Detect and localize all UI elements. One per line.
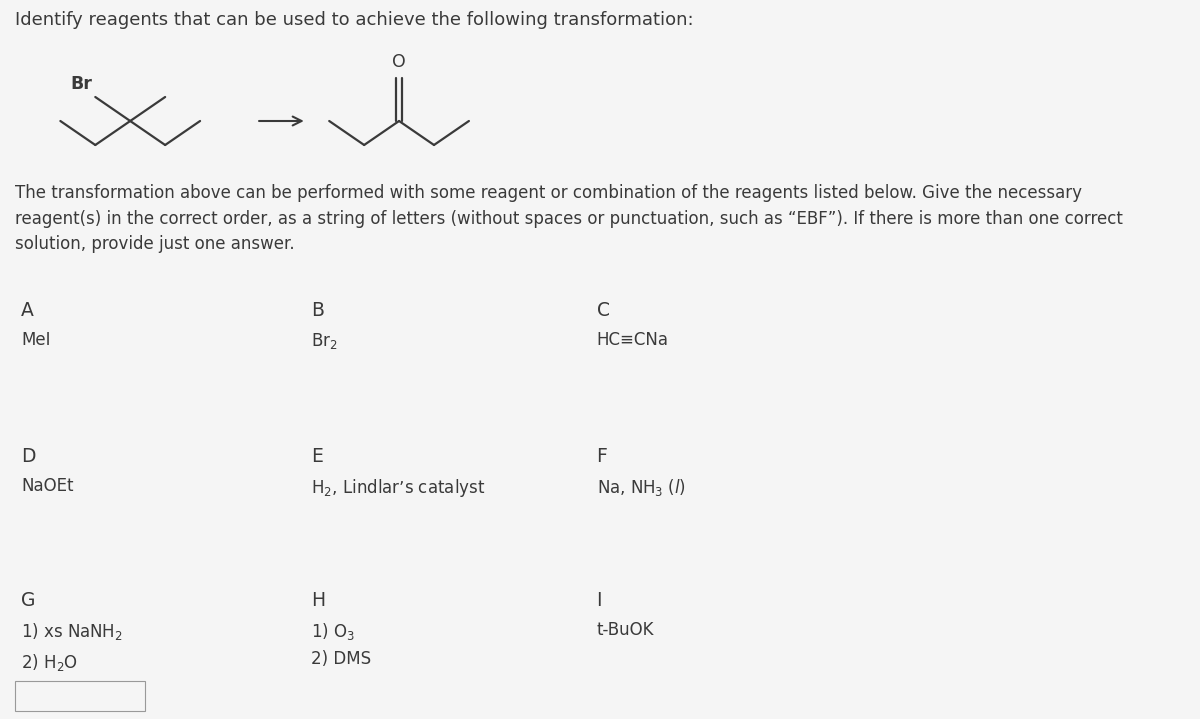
Text: The transformation above can be performed with some reagent or combination of th: The transformation above can be performe… [16, 184, 1123, 253]
Text: t-BuOK: t-BuOK [596, 621, 654, 639]
Text: NaOEt: NaOEt [22, 477, 73, 495]
Text: Br: Br [70, 75, 92, 93]
Text: A: A [22, 301, 34, 320]
FancyBboxPatch shape [16, 681, 145, 711]
Text: H: H [311, 591, 325, 610]
Text: Identify reagents that can be used to achieve the following transformation:: Identify reagents that can be used to ac… [16, 11, 694, 29]
Text: B: B [311, 301, 324, 320]
Text: E: E [311, 447, 323, 466]
Text: 1) xs NaNH$_2$
2) H$_2$O: 1) xs NaNH$_2$ 2) H$_2$O [22, 621, 122, 672]
Text: 1) O$_3$
2) DMS: 1) O$_3$ 2) DMS [311, 621, 371, 669]
Text: H$_2$, Lindlar’s catalyst: H$_2$, Lindlar’s catalyst [311, 477, 485, 499]
Text: D: D [22, 447, 36, 466]
Text: I: I [596, 591, 602, 610]
Text: HC≡CNa: HC≡CNa [596, 331, 668, 349]
Text: MeI: MeI [22, 331, 50, 349]
Text: G: G [22, 591, 36, 610]
Text: Na, NH$_3$ ($l$): Na, NH$_3$ ($l$) [596, 477, 685, 498]
Text: Br$_2$: Br$_2$ [311, 331, 337, 351]
Text: O: O [392, 52, 406, 70]
Text: F: F [596, 447, 607, 466]
Text: C: C [596, 301, 610, 320]
